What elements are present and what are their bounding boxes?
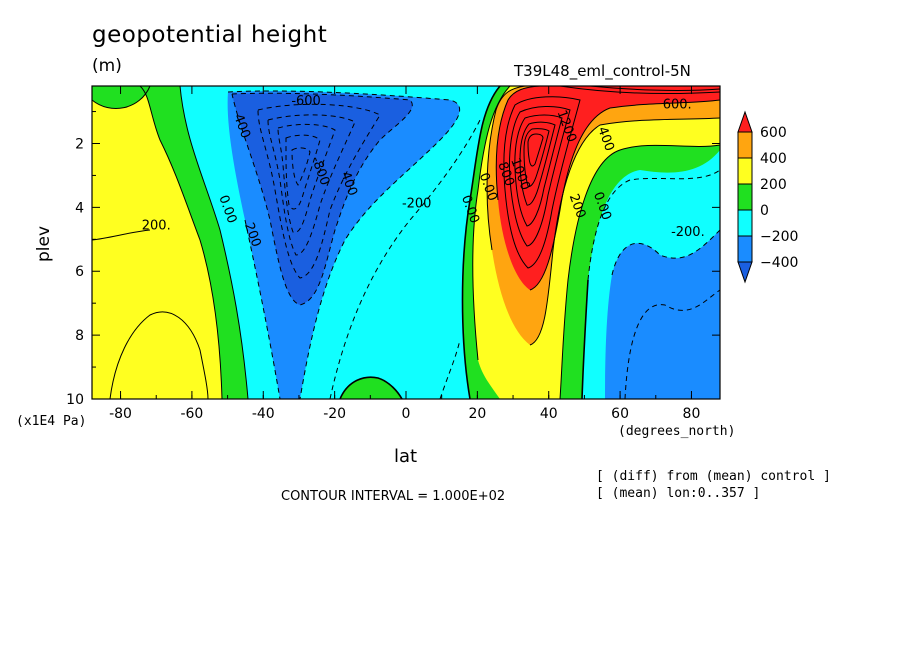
- x-tick-label: -60: [180, 406, 203, 422]
- dash-ring-5: [291, 147, 311, 186]
- contour-label: -200: [402, 196, 432, 211]
- colorbar-label: 200: [760, 177, 787, 193]
- contour-label: 600.: [663, 97, 692, 112]
- contour-label: -200.: [671, 225, 705, 240]
- y-ticks: 2 4 6 8 10: [66, 111, 720, 408]
- dash-north-eq: [439, 339, 461, 399]
- dash-north-cyan: [587, 169, 720, 281]
- x-tick-label: 20: [468, 406, 486, 422]
- n-line-3: [559, 144, 720, 399]
- colorbar-label: 400: [760, 151, 787, 167]
- contour-lines-north: [461, 86, 720, 399]
- x-tick-label: -80: [109, 406, 132, 422]
- contour-label: -600: [291, 94, 321, 109]
- fill-south-yellow: [92, 86, 222, 399]
- x-ticks: -80 -60 -40 -20 0 20 40 60 80: [109, 86, 700, 422]
- x-tick-label: 80: [683, 406, 701, 422]
- colorbar: 600 400 200 0 −200 −400: [737, 110, 798, 284]
- n-ring-4: [509, 106, 571, 247]
- y-tick-label: 2: [75, 136, 84, 152]
- x-tick-label: 60: [611, 406, 629, 422]
- n-ring-1: [529, 99, 720, 291]
- contour-south-solid-a: [179, 86, 249, 399]
- n-ring-2: [495, 86, 541, 201]
- contour-south-inner-a: [109, 311, 209, 399]
- n-line-6: [529, 117, 720, 346]
- run-label: T39L48_eml_control-5N: [514, 62, 691, 80]
- x-tick-label: 40: [540, 406, 558, 422]
- x-axis-label: lat: [394, 446, 418, 467]
- dash-ring-2: [267, 114, 356, 256]
- colorbar-bottom-arrow: [737, 261, 753, 284]
- n-top-1: [559, 86, 720, 95]
- colorbar-swatch: [737, 183, 753, 211]
- n-ring-3: [503, 96, 581, 269]
- y-tick-label: 6: [75, 264, 84, 280]
- colorbar-label: −200: [760, 229, 798, 245]
- contour-south-solid-b: [139, 86, 223, 399]
- colorbar-label: 600: [760, 125, 787, 141]
- n-line-1: [461, 86, 501, 399]
- n-ring-7: [523, 128, 550, 187]
- chart-title: geopotential height: [92, 22, 328, 48]
- contour-lines-dashed: [227, 90, 720, 399]
- contour-equator-bump: [339, 376, 403, 399]
- dash-blue-2: [244, 219, 281, 399]
- fill-north-blue-right: [605, 230, 720, 399]
- contour-lines: [92, 86, 403, 399]
- contour-interval-text: CONTOUR INTERVAL = 1.000E+02: [281, 489, 506, 504]
- x-tick-label: -40: [252, 406, 275, 422]
- contour-label: 200.: [142, 219, 171, 234]
- n-line-5: [486, 86, 526, 251]
- colorbar-label: 0: [760, 203, 769, 219]
- dash-north-blue-2: [624, 289, 720, 399]
- contour-south-top: [92, 86, 151, 109]
- dash-cyan-mid: [329, 119, 481, 399]
- fill-south-green: [92, 86, 248, 399]
- units-label: (m): [92, 56, 122, 76]
- y-tick-label: 4: [75, 200, 84, 216]
- dash-ring-1: [257, 103, 381, 279]
- colorbar-swatch: [737, 209, 753, 237]
- colorbar-label: −400: [760, 255, 798, 271]
- dash-ring-4: [285, 134, 321, 210]
- n-line-2: [472, 86, 511, 361]
- y-tick-label: 10: [66, 392, 84, 408]
- n-line-4: [581, 279, 589, 399]
- n-ring-6: [519, 121, 556, 206]
- colorbar-swatch: [737, 235, 753, 263]
- y-tick-label: 8: [75, 328, 84, 344]
- colorbar-swatch: [737, 131, 753, 159]
- n-ring-8: [527, 133, 544, 167]
- y-axis-label: plev: [34, 225, 54, 262]
- colorbar-swatch: [737, 157, 753, 185]
- x-tick-label: 0: [402, 406, 411, 422]
- dash-blue-1: [227, 90, 461, 399]
- colorbar-top-arrow: [737, 110, 753, 133]
- dash-blue-3: [231, 92, 413, 306]
- dash-ring-3: [277, 123, 336, 233]
- note-mean: [ (mean) lon:0..357 ]: [596, 486, 761, 501]
- y-unit-label: (x1E4 Pa): [16, 414, 87, 429]
- x-tick-label: -20: [323, 406, 346, 422]
- x-unit-label: (degrees_north): [618, 424, 736, 439]
- n-top-2: [589, 86, 720, 91]
- contour-fills: [92, 86, 720, 399]
- contour-south-inner-b: [92, 229, 151, 241]
- n-ring-5: [514, 114, 563, 227]
- note-diff: [ (diff) from (mean) control ]: [596, 469, 831, 484]
